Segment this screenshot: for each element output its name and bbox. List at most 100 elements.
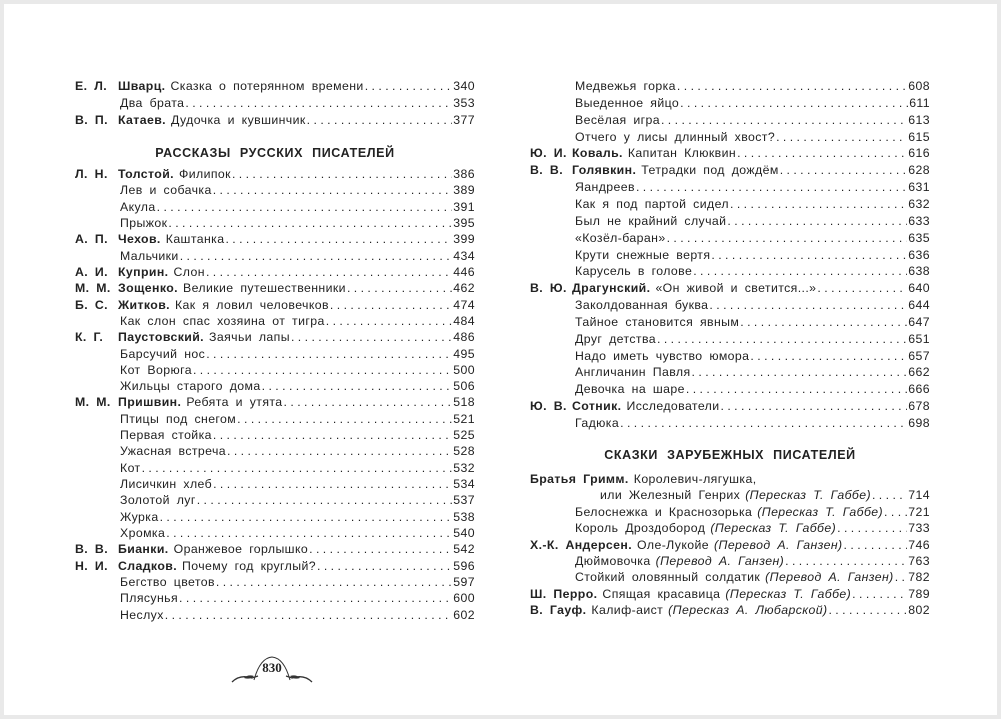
toc-entry: Яандреев 631 — [575, 179, 930, 195]
entry-page: 647 — [908, 314, 930, 329]
toc-entry: В. П. Катаев. Дудочка и кувшинчик 377 — [75, 112, 475, 128]
entry-page: 377 — [453, 113, 475, 127]
entry-title: Карусель в голове — [575, 264, 693, 279]
dot-leader — [216, 574, 452, 590]
entry-page: 538 — [453, 509, 475, 524]
entry-page: 534 — [453, 477, 475, 492]
author-name: Ш. Перро. — [530, 586, 598, 601]
entry-page: 666 — [908, 382, 930, 397]
toc-entry: Ужасная встреча 528 — [120, 443, 475, 459]
toc-entry: Ю. И. Коваль. Капитан Клюквин 616 — [530, 145, 930, 161]
entry-page: 391 — [453, 199, 475, 214]
entry-title: Сказка о потерянном времени — [170, 79, 364, 93]
entry-page: 789 — [908, 586, 930, 601]
entry-title: Королевич-лягушка, — [633, 472, 757, 486]
author-name: Драгунский. — [572, 281, 651, 296]
entry-page: 636 — [908, 247, 930, 262]
toc-entry: Х.-К. Андерсен. Оле-Лукойе (Перевод А. Ган… — [530, 537, 930, 553]
toc-entry: В. Ю. Драгунский. «Он живой и светится...»… — [530, 280, 930, 296]
entry-page: 746 — [908, 537, 930, 552]
toc-entry: Белоснежка и Краснозорька (Пересказ Т. Га… — [575, 504, 930, 520]
author-name: Чехов. — [118, 232, 161, 247]
entry-title: «Он живой и светится...» — [655, 281, 817, 296]
toc-entry: В. В. Голявкин. Тетрадки под дождём 628 — [530, 162, 930, 178]
dot-leader — [895, 569, 908, 585]
dot-leader — [225, 231, 452, 247]
entry-title: Каштанка — [165, 232, 225, 247]
entry-page: 602 — [453, 607, 475, 622]
dot-leader — [730, 196, 907, 212]
entry-title: Медвежья горка — [575, 79, 676, 93]
entry-page: 628 — [908, 163, 930, 178]
entry-title: Филипок — [178, 167, 231, 181]
entry-title: Великие путешественники — [182, 281, 346, 296]
entry-page: 633 — [908, 213, 930, 228]
entry-title: Дудочка и кувшинчик — [170, 113, 306, 127]
dot-leader — [347, 280, 452, 296]
toc-entry: Кот 532 — [120, 460, 475, 476]
entry-title: Исследователи — [626, 399, 720, 414]
toc-entry: Был не крайний случай 633 — [575, 213, 930, 229]
dot-leader — [237, 411, 452, 427]
entry-page: 632 — [908, 196, 930, 211]
author-initials: Е. Л. — [75, 79, 108, 93]
entry-title: Надо иметь чувство юмора — [575, 348, 750, 363]
entry-page: 399 — [453, 232, 475, 247]
entry-translator: (Пересказ Т. Габбе) — [745, 488, 871, 503]
entry-page: 638 — [908, 264, 930, 279]
toc-entry: Л. Н. Толстой. Филипок 386 — [75, 166, 475, 182]
entry-title: Девочка на шаре — [575, 382, 685, 397]
entry-title: Заколдованная буква — [575, 298, 709, 313]
toc-entry: Жильцы старого дома 506 — [120, 378, 475, 394]
dot-leader — [213, 476, 452, 492]
page-number-ornament: 830 — [230, 654, 314, 684]
dot-leader — [844, 537, 908, 553]
toc-entry: В. В. Бианки. Оранжевое горлышко 542 — [75, 541, 475, 557]
entry-title: Дюймовочка — [575, 554, 651, 568]
dot-leader — [317, 558, 452, 574]
toc-entry: Стойкий оловянный солдатик (Перевод А. Га… — [575, 569, 930, 585]
entry-page: 434 — [453, 248, 475, 263]
dot-leader — [307, 112, 453, 128]
entry-translator: (Пересказ Т. Габбе) — [757, 504, 884, 519]
entry-title: Неслух — [120, 607, 164, 622]
author-initials: Ю. В. — [530, 399, 567, 414]
toc-entry: Тайное становится явным 647 — [575, 314, 930, 330]
dot-leader — [326, 313, 453, 329]
entry-title: Плясунья — [120, 591, 179, 606]
entry-title: Отчего у лисы длинный хвост? — [575, 129, 776, 144]
dot-leader — [693, 263, 907, 279]
entry-page: 662 — [908, 365, 930, 380]
entry-page: 446 — [453, 264, 475, 279]
entry-page: 395 — [453, 215, 475, 230]
entry-page: 613 — [908, 112, 930, 127]
toc-entry: Отчего у лисы длинный хвост? 615 — [575, 129, 930, 145]
entry-title: Слон — [173, 264, 205, 279]
toc-entry: Девочка на шаре 666 — [575, 381, 930, 397]
entry-page: 600 — [453, 591, 475, 606]
entry-title: Прыжок — [120, 215, 168, 230]
entry-page: 540 — [453, 526, 475, 541]
toc-entry: Карусель в голове 638 — [575, 263, 930, 279]
entry-page: 486 — [453, 330, 475, 345]
entry-page: 616 — [908, 146, 930, 161]
toc-entry: Акула 391 — [120, 199, 475, 215]
entry-title: Золотой луг — [120, 493, 196, 508]
toc-entry: Как слон спас хозяина от тигра 484 — [120, 313, 475, 329]
dot-leader — [232, 166, 452, 182]
dot-leader — [365, 78, 453, 94]
toc-entry: Надо иметь чувство юмора 657 — [575, 348, 930, 364]
toc-entry: Неслух 602 — [120, 607, 475, 623]
entry-title: Белоснежка и Краснозорька — [575, 504, 753, 519]
entry-page: 782 — [908, 570, 930, 585]
author-initials: М. М. — [75, 395, 111, 410]
toc-entry: Два брата 353 — [120, 95, 475, 111]
entry-page: 500 — [453, 362, 475, 377]
entry-title: Калиф-аист — [591, 603, 664, 618]
author-name: Сладков. — [118, 558, 178, 573]
entry-page: 763 — [908, 554, 930, 568]
author-name: Житков. — [118, 297, 170, 312]
page-number: 830 — [262, 660, 282, 675]
toc-entry: А. П. Чехов. Каштанка 399 — [75, 231, 475, 247]
dot-leader — [727, 213, 907, 229]
